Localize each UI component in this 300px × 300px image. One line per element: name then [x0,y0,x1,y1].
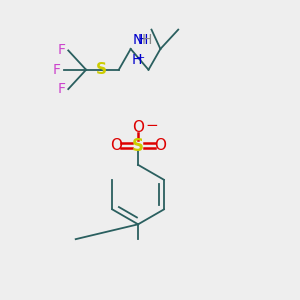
Text: −: − [146,118,158,133]
Text: F: F [53,63,61,77]
Text: F: F [57,82,65,96]
Text: O: O [154,138,166,153]
Text: N: N [132,34,142,47]
Text: O: O [110,138,122,153]
Text: H: H [142,34,152,47]
Text: O: O [132,120,144,135]
Text: +: + [136,53,146,63]
Text: H: H [132,53,142,68]
Text: F: F [57,44,65,57]
Text: S: S [95,62,106,77]
Text: S: S [132,136,144,154]
Text: H: H [137,34,148,47]
